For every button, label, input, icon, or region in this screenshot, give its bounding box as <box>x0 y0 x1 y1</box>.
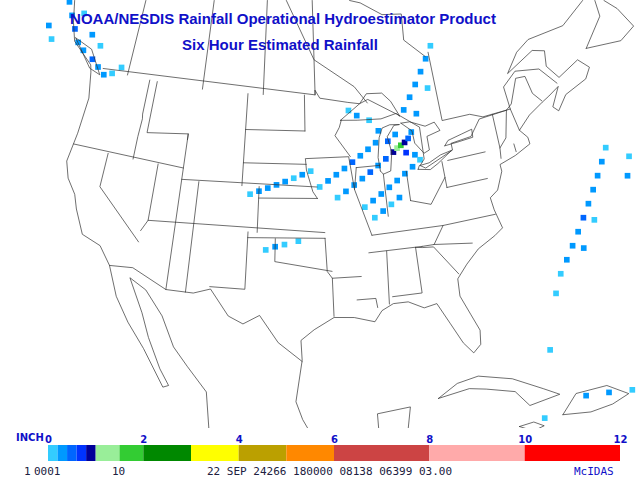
html-text:NOAA/NESDIS Rainfall Operation: NOAA/NESDIS Rainfall Operational Hydroes… <box>70 10 496 27</box>
html-text:McIDAS: McIDAS <box>574 465 614 478</box>
svg-text:0: 0 <box>45 434 52 445</box>
html-text:INCH: INCH <box>16 432 44 443</box>
svg-text:8: 8 <box>426 434 433 445</box>
svg-text:10: 10 <box>518 434 532 445</box>
svg-text:12: 12 <box>614 434 628 445</box>
svg-text:4: 4 <box>236 434 243 445</box>
html-text:1 0001: 1 0001 <box>24 465 61 478</box>
html-text:22 SEP 24266 180000 08138 0639: 22 SEP 24266 180000 08138 06399 03.00 <box>207 465 452 478</box>
svg-text:6: 6 <box>331 434 338 445</box>
svg-text:2: 2 <box>140 434 147 445</box>
html-text:10: 10 <box>112 465 126 478</box>
html-text:Six Hour Estimated Rainfall: Six Hour Estimated Rainfall <box>182 36 378 53</box>
